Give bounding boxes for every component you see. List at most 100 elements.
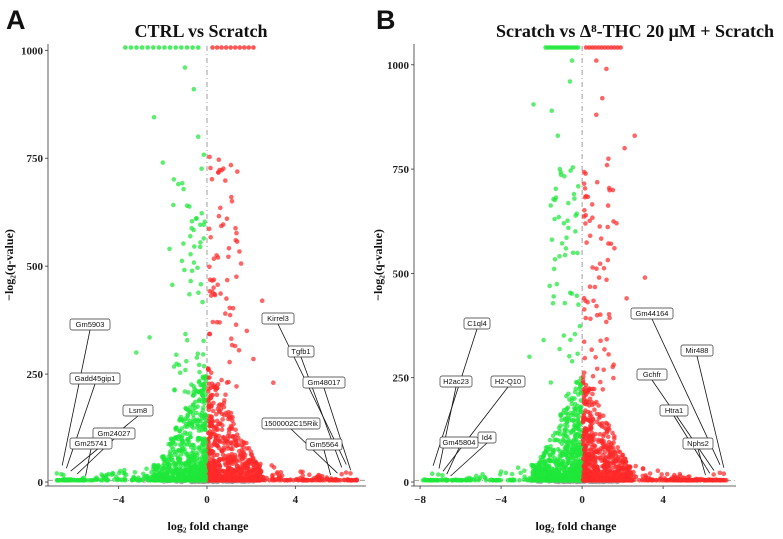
down-point: [562, 468, 567, 474]
gene-label: Nphs2: [687, 439, 709, 448]
up-point: [208, 473, 214, 478]
up-point: [215, 452, 220, 458]
panel-a-xtick-label: 4: [293, 494, 299, 506]
up-point: [210, 289, 215, 295]
up-point: [588, 447, 593, 452]
down-point: [547, 457, 553, 463]
up-point: [229, 336, 234, 342]
down-point: [183, 331, 188, 337]
down-point: [178, 417, 184, 422]
down-point: [575, 351, 580, 357]
down-point: [80, 478, 86, 483]
gene-label-leader: [438, 386, 457, 469]
up-point: [248, 452, 254, 457]
up-point: [215, 381, 221, 387]
down-point: [565, 405, 571, 410]
up-point: [251, 356, 256, 362]
down-point: [569, 440, 574, 446]
down-point: [577, 323, 583, 329]
up-point: [583, 382, 589, 388]
up-point: [601, 413, 606, 419]
down-point: [197, 389, 203, 395]
down-point: [117, 468, 123, 474]
gene-label: C1ql4: [467, 319, 487, 328]
up-point: [636, 478, 642, 483]
up-point: [647, 471, 653, 476]
down-point: [189, 454, 194, 460]
down-point: [429, 471, 435, 477]
up-point: [623, 460, 629, 465]
up-point: [612, 434, 617, 439]
down-point: [548, 203, 553, 208]
up-point: [675, 478, 680, 483]
up-point: [587, 284, 593, 290]
down-point: [573, 229, 578, 234]
down-point: [195, 134, 201, 139]
down-point: [199, 211, 204, 216]
gene-label: Gm24027: [98, 429, 131, 438]
up-point: [587, 396, 593, 402]
down-point: [193, 216, 199, 221]
up-point: [212, 439, 218, 444]
up-point: [210, 392, 215, 398]
up-point: [581, 433, 586, 439]
down-point: [527, 354, 532, 360]
down-point: [551, 266, 557, 272]
down-point: [202, 397, 207, 403]
gene-label: Gm25741: [75, 439, 108, 448]
down-point: [191, 472, 196, 477]
down-point: [132, 470, 138, 475]
down-point-top: [123, 45, 128, 50]
down-point: [144, 476, 150, 482]
down-point: [189, 476, 195, 482]
up-point: [582, 208, 587, 213]
down-point: [202, 412, 208, 417]
down-point: [185, 407, 190, 412]
down-point: [185, 476, 191, 481]
down-point: [558, 172, 564, 178]
up-point: [243, 471, 248, 476]
up-point: [607, 315, 612, 321]
up-point: [603, 444, 609, 449]
down-point: [552, 216, 557, 222]
up-point: [208, 451, 213, 456]
down-point: [110, 470, 115, 476]
down-point: [569, 395, 575, 401]
down-point: [197, 244, 203, 250]
down-point: [578, 453, 583, 459]
down-point: [203, 418, 209, 423]
up-point: [592, 407, 597, 413]
up-point: [216, 438, 222, 444]
up-point: [625, 471, 630, 476]
down-point: [566, 200, 571, 206]
panel-b-ytick-label: 250: [393, 373, 410, 385]
up-point: [583, 428, 589, 434]
up-point: [216, 458, 222, 464]
up-point: [216, 477, 222, 483]
down-point: [578, 390, 583, 395]
down-point: [182, 430, 188, 435]
up-point: [601, 266, 607, 271]
up-point: [224, 470, 230, 476]
up-point: [216, 213, 222, 219]
up-point: [221, 166, 226, 171]
down-point: [62, 478, 67, 483]
panel-b-ytick-label: 500: [393, 268, 410, 280]
up-point: [625, 467, 631, 473]
panel-b-points: [420, 45, 729, 485]
down-point: [578, 408, 584, 414]
up-point: [585, 299, 590, 305]
up-point: [597, 431, 603, 437]
gene-label-box: [305, 438, 343, 451]
up-point: [608, 470, 613, 475]
up-point: [616, 459, 621, 464]
down-point: [487, 478, 493, 483]
up-point: [580, 420, 586, 425]
panel-a-plot: 0 250 500 750 1000 −4 0 4 Gm5903 Gadd45gip1 Lsm8 Gm…: [21, 44, 366, 506]
up-point: [343, 470, 349, 475]
gene-label-leader: [300, 356, 343, 468]
down-point: [562, 252, 568, 258]
down-point: [195, 456, 200, 461]
down-point: [524, 477, 529, 482]
up-point: [604, 319, 609, 325]
